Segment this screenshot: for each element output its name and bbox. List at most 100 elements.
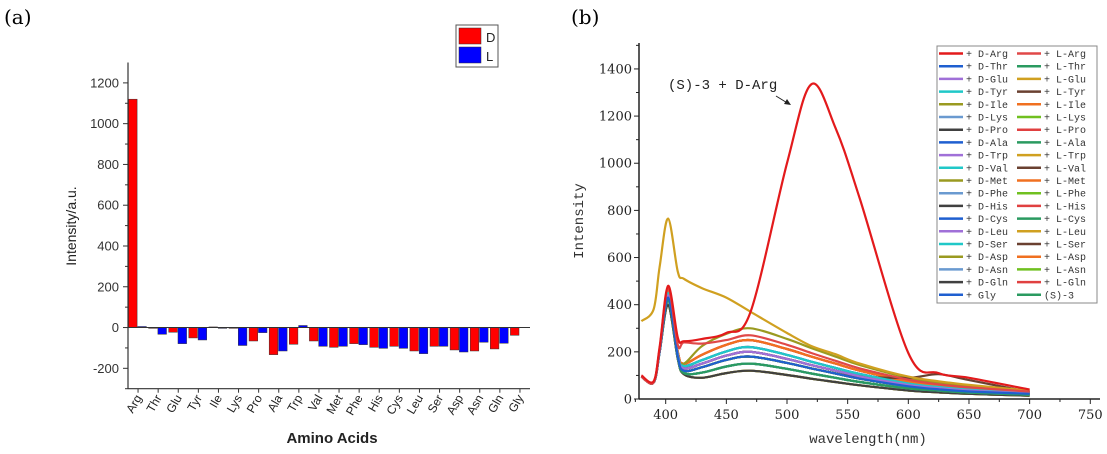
line-chart: 0 200 400 600 800 1000 1200 1400 400 450 500 550 600… [572, 43, 1103, 448]
x-tick-label: 500 [775, 408, 800, 423]
annotation-arrow-head [784, 99, 791, 105]
x-tick-label: Thr [144, 392, 165, 415]
x-tick-label: Cys [383, 392, 405, 417]
legend-label: + D-Ala [966, 138, 1008, 150]
y-axis-label: Intensity [572, 183, 588, 259]
legend-label: + L-Arg [1044, 50, 1086, 61]
legend-label: + D-Pro [966, 126, 1008, 137]
x-tick-label: Trp [285, 392, 306, 414]
x-axis-label: wavelength(nm) [809, 432, 927, 448]
legend-label: + D-Trp [966, 152, 1008, 163]
y-tick-label: 800 [607, 204, 632, 219]
legend-label: + L-Glu [1044, 74, 1086, 86]
x-tick-label: Ile [207, 392, 226, 410]
bar-D-Phe [349, 327, 359, 344]
legend-label: + D-Val [966, 163, 1008, 175]
series-line--D-Ile [640, 291, 1030, 392]
legend-label: + L-Thr [1044, 62, 1086, 74]
bar-L-Phe [358, 327, 368, 345]
legend-label: + D-Phe [966, 189, 1008, 201]
legend-label: + D-Asp [966, 253, 1008, 264]
bar-D-Leu [409, 327, 419, 352]
legend-label: + D-Asn [966, 266, 1008, 277]
bar-L-His [378, 327, 388, 349]
bar-D-Cys [389, 327, 399, 347]
y-tick-label: 200 [607, 345, 632, 360]
legend-label: + D-Thr [966, 62, 1008, 74]
series-lines [640, 82, 1030, 397]
legend-label-D: D [486, 30, 495, 45]
series-line--D-His [640, 296, 1030, 395]
x-tick-label: Lys [224, 392, 245, 415]
x-axis-label: Amino Acids [286, 430, 377, 447]
bar-L-Glu [177, 327, 187, 344]
bar-D-Tyr [188, 327, 198, 339]
legend-label: + L-Tyr [1044, 88, 1086, 99]
x-tick-label: 650 [957, 408, 982, 423]
legend-label: + D-Met [966, 177, 1008, 188]
legend-label: + D-Tyr [966, 88, 1008, 99]
x-tick-label: 400 [653, 408, 678, 423]
y-tick-label: 0 [112, 320, 119, 335]
legend-label: + L-Phe [1044, 189, 1086, 201]
y-tick-label: 0 [624, 393, 632, 408]
bar-D-Met [329, 327, 339, 348]
y-tick-label: 400 [97, 238, 119, 253]
legend-label-L: L [486, 49, 493, 64]
legend-label: + L-Ala [1044, 138, 1086, 150]
legend-label: + D-Ser [966, 241, 1008, 252]
bar-D-Gly [510, 327, 520, 336]
x-tick-label: Ser [425, 392, 446, 415]
x-tick-label: Leu [404, 392, 426, 416]
legend: DL [455, 24, 499, 68]
legend-label: + L-Lys [1044, 114, 1086, 125]
legend-label: + D-Lys [966, 114, 1008, 125]
x-tick-label: 750 [1078, 408, 1103, 423]
y-tick-label: 400 [607, 298, 632, 313]
x-tick-label: Arg [123, 392, 144, 415]
bar-D-Gln [490, 327, 500, 350]
legend-label: + L-Trp [1044, 152, 1086, 163]
bar-L-Gln [499, 327, 509, 344]
x-tick-label: 550 [835, 408, 860, 423]
bar-D-Val [309, 327, 319, 342]
series-line--L-Leu [640, 296, 1030, 395]
series-line--L-Val [640, 296, 1030, 395]
legend-label: + D-Glu [966, 74, 1008, 86]
bar-L-Asn [479, 327, 489, 343]
y-tick-label: 1000 [90, 116, 119, 131]
bar-L-Ala [278, 327, 288, 352]
bar-D-Arg [128, 98, 138, 328]
bar-L-Asp [459, 327, 469, 353]
bar-L-Ser [439, 327, 449, 347]
legend-swatch-L [458, 46, 482, 64]
bar-L-Pro [258, 327, 268, 333]
legend: + D-Arg + L-Arg + D-Thr + L-Thr + D-Glu + L-G… [936, 45, 1098, 304]
x-tick-label: Gly [505, 392, 526, 415]
y-tick-label: 200 [97, 279, 119, 294]
x-tick-label: His [365, 392, 386, 414]
panel-label-a: (a) [4, 5, 32, 29]
y-tick-label: -200 [93, 361, 119, 376]
series-line--D-Pro [640, 303, 1030, 397]
bar-D-Asp [449, 327, 459, 351]
legend-label: + D-Leu [966, 228, 1008, 239]
bar-L-Thr [157, 327, 167, 335]
legend-label: (S)-3 [1044, 290, 1074, 302]
legend-label: + D-Cys [966, 215, 1008, 226]
series-line--D-Arg [640, 82, 1030, 391]
y-tick-label: 1200 [599, 110, 632, 125]
x-tick-label: Glu [163, 392, 184, 415]
legend-label: + L-Ser [1044, 241, 1086, 252]
x-tick-label: Pro [244, 392, 266, 415]
legend-swatch-D [458, 27, 482, 45]
legend-label: + Gly [966, 290, 996, 302]
series-line--L-Ala [640, 296, 1030, 395]
legend-label: + D-His [966, 201, 1008, 213]
y-tick-label: 1000 [599, 157, 632, 172]
series-line--D-Asp [640, 296, 1030, 395]
y-tick-label: 1200 [90, 75, 119, 90]
series-line--D-Thr [640, 296, 1030, 395]
x-tick-label: 600 [896, 408, 921, 423]
